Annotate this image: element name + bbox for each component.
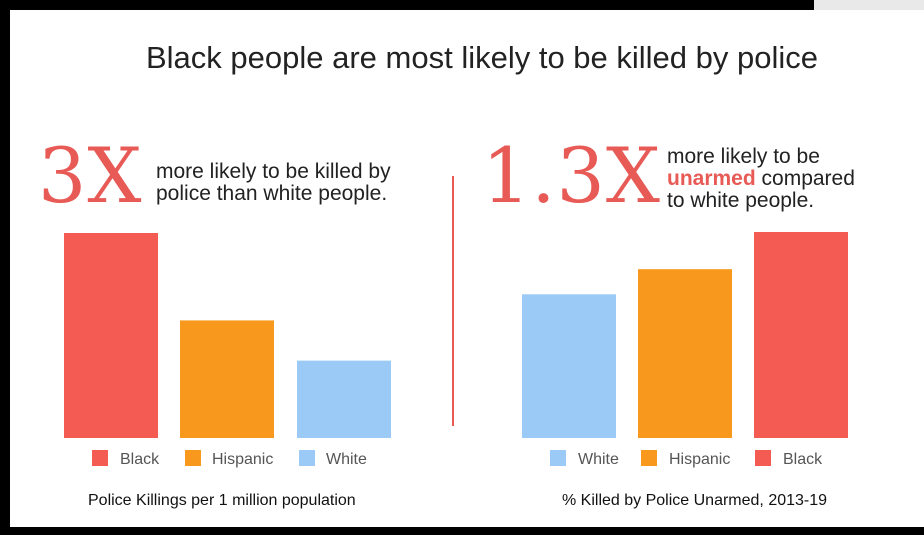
- bar-black: [64, 233, 158, 438]
- frame-corner-shade: [814, 0, 924, 10]
- bar-white: [297, 360, 391, 438]
- left-description: more likely to be killed by police than …: [156, 160, 391, 205]
- legend-label-black: Black: [120, 451, 160, 468]
- legend-swatch-white: [550, 450, 566, 466]
- legend-label-white: White: [578, 451, 619, 468]
- left-big-stat: 3X: [38, 131, 143, 220]
- bar-black: [754, 232, 848, 438]
- unarmed-highlight: unarmed: [667, 167, 756, 190]
- right-description: more likely to be unarmed compared to wh…: [667, 146, 907, 212]
- bar-hispanic: [180, 320, 274, 438]
- legend-label-white: White: [326, 451, 367, 468]
- right-chart-caption: % Killed by Police Unarmed, 2013-19: [562, 492, 828, 509]
- legend-label-black: Black: [783, 451, 823, 468]
- legend-swatch-black: [92, 450, 108, 466]
- right-description-line2: compared: [755, 167, 855, 190]
- legend-swatch-hispanic: [641, 450, 657, 466]
- center-divider: [452, 176, 454, 426]
- legend-swatch-hispanic: [185, 450, 201, 466]
- right-description-line1: more likely to be: [667, 145, 820, 168]
- legend-label-hispanic: Hispanic: [212, 451, 273, 468]
- bar-white: [522, 294, 616, 438]
- legend-label-hispanic: Hispanic: [669, 451, 730, 468]
- page-title: Black people are most likely to be kille…: [145, 40, 818, 75]
- left-chart-caption: Police Killings per 1 million population: [88, 492, 356, 509]
- bar-hispanic: [638, 269, 732, 438]
- legend-swatch-white: [299, 450, 315, 466]
- right-big-stat: 1.3X: [482, 131, 661, 220]
- legend-swatch-black: [755, 450, 771, 466]
- right-description-line3: to white people.: [667, 189, 815, 212]
